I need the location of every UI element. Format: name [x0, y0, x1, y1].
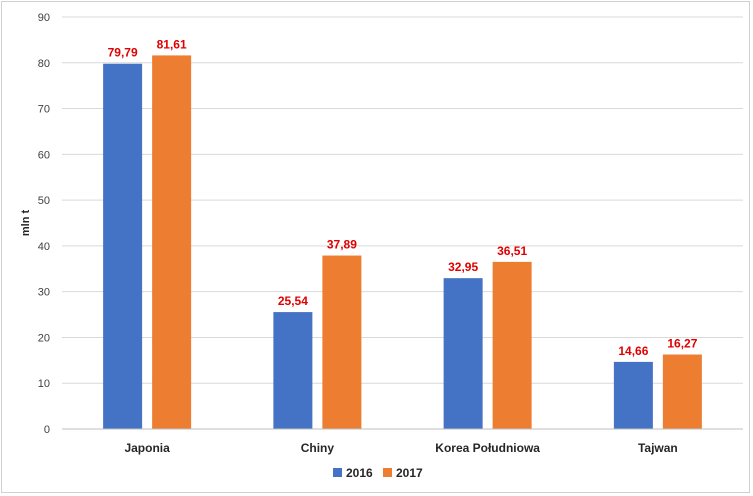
bar-2016	[103, 63, 143, 430]
legend-swatch-2016	[333, 468, 342, 477]
bar-2017	[492, 261, 532, 429]
bar-2016	[273, 312, 313, 429]
y-tick-label: 90	[38, 12, 50, 24]
x-category-label: Tajwan	[638, 441, 678, 455]
y-tick-label: 60	[38, 149, 50, 161]
x-category-label: Japonia	[124, 441, 170, 455]
y-tick-label: 70	[38, 104, 50, 116]
y-tick-label: 0	[44, 424, 50, 436]
bar-2017	[662, 354, 702, 429]
data-label: 32,95	[448, 260, 478, 274]
data-label: 37,89	[327, 238, 357, 252]
legend: 2016 2017	[333, 466, 423, 480]
bars: 79,79 81,61 25,54 37,89 32,95 36,51 14,66 16,27	[103, 37, 702, 430]
data-label: 14,66	[618, 344, 648, 358]
y-axis-label: mln t	[20, 210, 32, 237]
y-tick-label: 10	[38, 378, 50, 390]
data-label: 25,54	[278, 294, 308, 308]
y-tick-label: 80	[38, 58, 50, 70]
legend-label: 2016	[346, 466, 373, 480]
y-tick-label: 50	[38, 195, 50, 207]
legend-label: 2017	[396, 466, 423, 480]
x-axis-categories: Japonia Chiny Korea Południowa Tajwan	[124, 441, 677, 455]
y-tick-label: 20	[38, 332, 50, 344]
data-label: 81,61	[157, 37, 187, 51]
legend-swatch-2017	[383, 468, 392, 477]
y-axis-ticks: 0 10 20 30 40 50 60 70 80 90	[38, 12, 50, 436]
bar-2017	[322, 255, 362, 429]
x-category-label: Chiny	[301, 441, 335, 455]
data-label: 79,79	[108, 46, 138, 60]
y-tick-label: 40	[38, 241, 50, 253]
x-category-label: Korea Południowa	[435, 441, 540, 455]
bar-2017	[152, 55, 192, 429]
y-tick-label: 30	[38, 287, 50, 299]
data-label: 36,51	[497, 244, 527, 258]
bar-2016	[443, 278, 483, 429]
data-label: 16,27	[667, 337, 697, 351]
bar-2016	[613, 361, 653, 429]
